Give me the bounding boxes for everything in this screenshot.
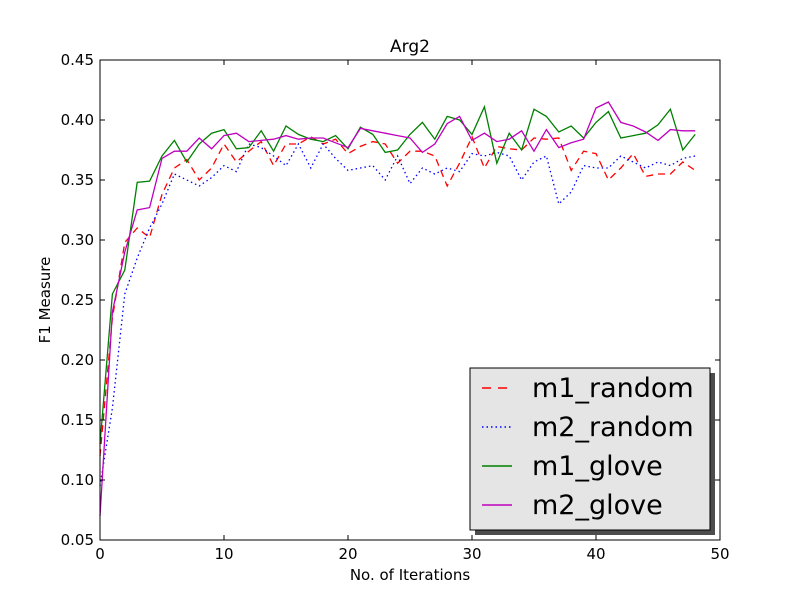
legend-label-m1-random: m1_random bbox=[532, 373, 694, 404]
legend-items: m1_random m2_random m1_glove m2_glove bbox=[482, 373, 694, 521]
chart-title: Arg2 bbox=[390, 37, 430, 57]
y-tick-label: 0.45 bbox=[61, 51, 94, 69]
legend: m1_random m2_random m1_glove m2_glove bbox=[469, 367, 715, 535]
series-line-m2-glove bbox=[99, 101, 696, 517]
legend-label-m1-glove: m1_glove bbox=[532, 451, 663, 482]
legend-label-m2-glove: m2_glove bbox=[532, 490, 663, 521]
y-tick-label: 0.25 bbox=[61, 291, 94, 309]
x-axis-label: No. of Iterations bbox=[350, 566, 471, 584]
y-tick-label: 0.05 bbox=[61, 531, 94, 549]
x-tick-label: 30 bbox=[462, 545, 481, 563]
ticks-layer: 0 10 20 30 40 50 0.05 0.10 0.15 0.20 0.25 0.30 0.35 0… bbox=[61, 51, 730, 563]
x-tick-label: 50 bbox=[710, 545, 729, 563]
series-line-m1-glove bbox=[99, 104, 696, 445]
y-tick-label: 0.15 bbox=[61, 411, 94, 429]
y-tick-label: 0.35 bbox=[61, 171, 94, 189]
series-line-m1-random bbox=[99, 135, 696, 457]
y-tick-label: 0.10 bbox=[61, 471, 94, 489]
x-tick-label: 10 bbox=[214, 545, 233, 563]
y-tick-label: 0.20 bbox=[61, 351, 94, 369]
x-tick-label: 0 bbox=[95, 545, 105, 563]
series-line-m2-random bbox=[99, 142, 696, 487]
legend-label-m2-random: m2_random bbox=[532, 412, 694, 443]
x-tick-label: 20 bbox=[338, 545, 357, 563]
y-tick-label: 0.30 bbox=[61, 231, 94, 249]
y-tick-label: 0.40 bbox=[61, 111, 94, 129]
legend-box bbox=[469, 367, 711, 531]
series-layer bbox=[99, 101, 696, 517]
y-axis-label: F1 Measure bbox=[36, 257, 54, 344]
x-tick-label: 40 bbox=[586, 545, 605, 563]
